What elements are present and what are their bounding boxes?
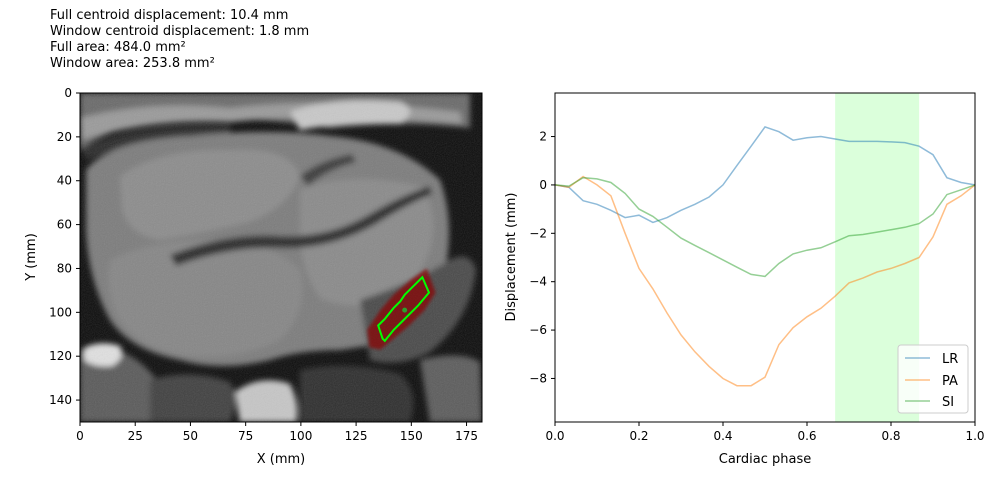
image-y-tick-label: 100 (49, 305, 72, 319)
chart-x-ticks: 0.0 0.2 0.4 0.6 0.8 1.0 (545, 422, 985, 443)
image-y-tick-label: 20 (57, 130, 72, 144)
displacement-chart: 0.0 0.2 0.4 0.6 0.8 1.0 −8 −6 −4 −2 0 2 Cardiac ph… (504, 92, 985, 467)
chart-y-tick-label: −4 (529, 275, 547, 289)
chart-y-tick-label: 2 (539, 130, 547, 144)
image-x-tick-label: 25 (128, 429, 143, 443)
window-contour (377, 275, 431, 343)
stats-text-block: Full centroid displacement: 10.4 mm Wind… (50, 8, 309, 72)
image-x-tick-label: 75 (238, 429, 253, 443)
series-line-lr (555, 126, 975, 224)
chart-x-tick-label: 0.8 (881, 429, 900, 443)
segmentation-mask (367, 268, 436, 350)
full-centroid-displacement: Full centroid displacement: 10.4 mm (50, 8, 289, 23)
image-x-tick-label: 150 (400, 429, 423, 443)
legend-label-lr: LR (942, 352, 958, 367)
mri-image-panel: 0 25 50 75 100 125 150 175 0 20 40 60 80 100 120 140 X… (24, 86, 483, 467)
full-area: Full area: 484.0 mm² (50, 40, 186, 55)
image-x-tick-label: 50 (183, 429, 198, 443)
chart-legend: LR PA SI (897, 344, 969, 414)
chart-x-tick-label: 0.2 (629, 429, 648, 443)
image-x-tick-label: 100 (289, 429, 312, 443)
chart-y-tick-label: −6 (529, 323, 547, 337)
image-x-ticks: 0 25 50 75 100 125 150 175 (76, 422, 478, 443)
image-y-tick-label: 60 (57, 218, 72, 232)
image-y-tick-label: 120 (49, 349, 72, 363)
chart-x-tick-label: 0.4 (713, 429, 732, 443)
legend-label-pa: PA (942, 374, 958, 389)
chart-y-axis-label: Displacement (mm) (504, 193, 519, 322)
mri-image (80, 93, 482, 422)
image-x-axis-label: X (mm) (257, 452, 306, 467)
chart-x-tick-label: 1.0 (965, 429, 984, 443)
image-y-tick-label: 40 (57, 174, 72, 188)
image-y-ticks: 0 20 40 60 80 100 120 140 (49, 86, 80, 407)
chart-frame (554, 92, 976, 423)
image-y-tick-label: 140 (49, 393, 72, 407)
chart-x-tick-label: 0.6 (797, 429, 816, 443)
image-x-tick-label: 125 (345, 429, 368, 443)
image-y-tick-label: 0 (64, 86, 72, 100)
series-line-pa (555, 175, 975, 387)
chart-y-tick-label: −2 (529, 226, 547, 240)
series-line-si (555, 176, 975, 278)
window-area: Window area: 253.8 mm² (50, 56, 215, 71)
chart-y-ticks: −8 −6 −4 −2 0 2 (529, 130, 555, 385)
chart-y-tick-label: 0 (539, 178, 547, 192)
centroid-marker (402, 307, 408, 313)
window-centroid-displacement: Window centroid displacement: 1.8 mm (50, 24, 310, 39)
legend-box (897, 344, 969, 414)
image-y-axis-label: Y (mm) (24, 233, 39, 282)
legend-label-si: SI (942, 395, 954, 410)
chart-x-axis-label: Cardiac phase (719, 452, 812, 467)
chart-x-tick-label: 0.0 (545, 429, 564, 443)
image-frame (79, 92, 483, 423)
image-x-tick-label: 175 (455, 429, 478, 443)
image-y-tick-label: 80 (57, 261, 72, 275)
chart-y-tick-label: −8 (529, 371, 547, 385)
image-x-tick-label: 0 (76, 429, 84, 443)
